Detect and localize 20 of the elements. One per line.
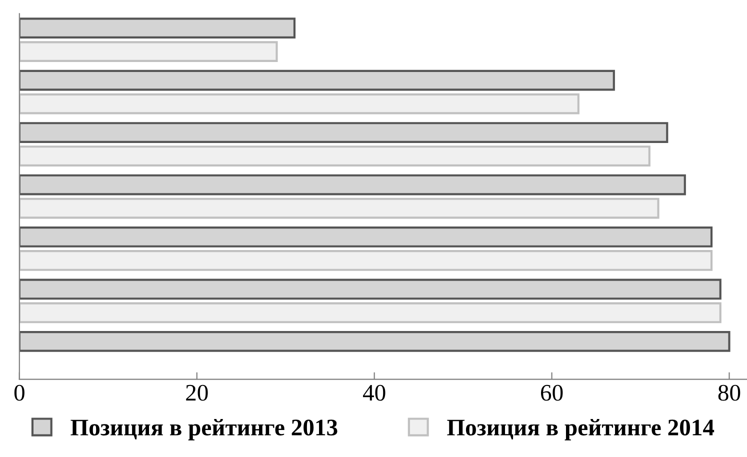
x-tick-label: 60 bbox=[541, 384, 563, 401]
x-tick-label: 40 bbox=[362, 384, 386, 401]
bar bbox=[19, 70, 615, 91]
legend-label: Позиция в рейтинге 2013 bbox=[70, 419, 338, 440]
bar bbox=[19, 331, 730, 352]
legend-label: Позиция в рейтинге 2014 bbox=[447, 419, 714, 440]
bar bbox=[19, 41, 278, 62]
bar bbox=[19, 198, 660, 219]
x-tick-label: 20 bbox=[186, 384, 208, 401]
bar bbox=[19, 250, 713, 271]
x-tick-label: 80 bbox=[718, 384, 740, 401]
bar bbox=[19, 278, 722, 300]
bar bbox=[19, 174, 686, 196]
bar bbox=[19, 226, 713, 248]
bar bbox=[19, 18, 296, 39]
bar bbox=[19, 302, 722, 324]
bar bbox=[19, 93, 580, 114]
bar bbox=[19, 122, 668, 143]
x-tick-label: 0 bbox=[14, 384, 24, 401]
bar bbox=[19, 146, 650, 166]
